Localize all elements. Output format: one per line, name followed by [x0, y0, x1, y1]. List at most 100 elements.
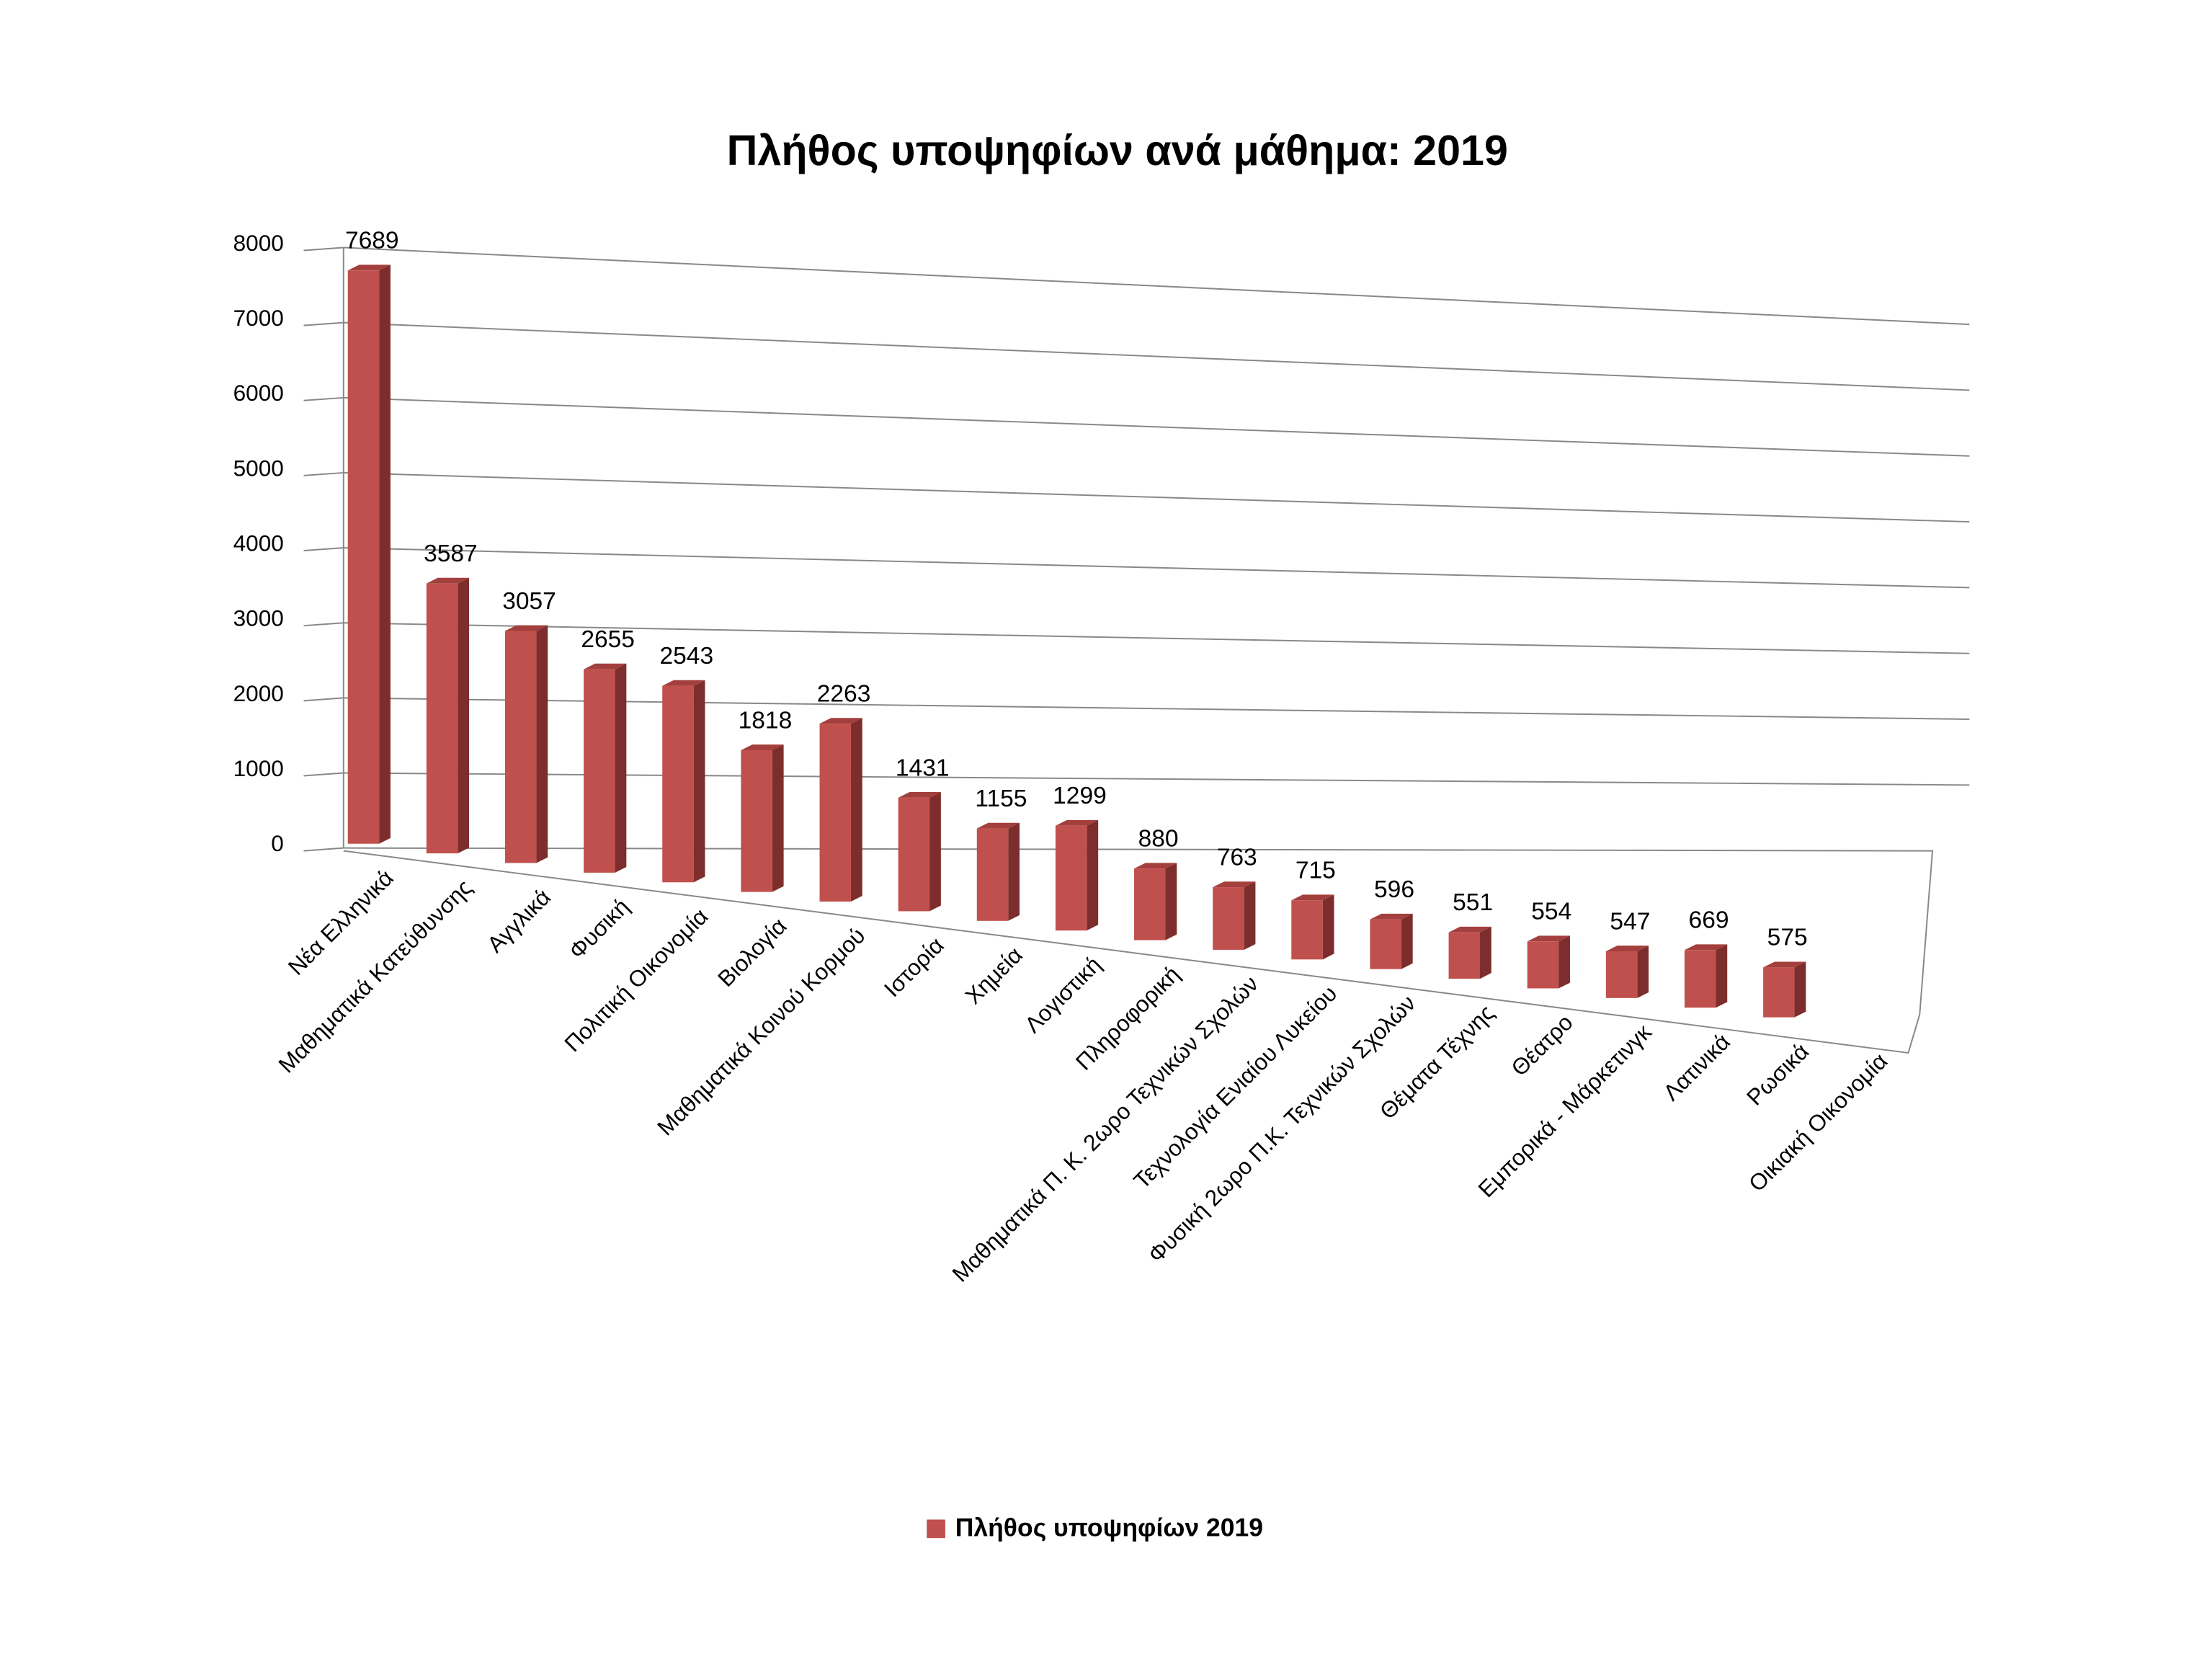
- bar-top: [426, 577, 470, 584]
- chart-title: Πλήθος υποψηφίων ανά μάθημα: 2019: [727, 126, 1508, 174]
- bar-side: [929, 792, 941, 912]
- value-label: 7689: [345, 228, 399, 254]
- bar-side: [1794, 961, 1806, 1018]
- value-label: 575: [1767, 925, 1808, 951]
- value-label: 554: [1531, 899, 1571, 925]
- bar-front: [426, 583, 458, 854]
- legend-swatch: [927, 1519, 945, 1539]
- grid-line: [343, 547, 1970, 589]
- bar-top: [504, 625, 548, 631]
- bar-side: [458, 577, 470, 854]
- bar-top: [1763, 961, 1806, 968]
- bar-top: [584, 663, 627, 670]
- bar-side: [850, 718, 862, 902]
- value-label: 763: [1217, 844, 1257, 871]
- bar-side: [772, 744, 784, 892]
- bar: [976, 822, 1020, 921]
- bar: [1213, 881, 1256, 950]
- bar-top: [1055, 819, 1099, 826]
- value-label: 2543: [659, 643, 713, 670]
- value-label: 2263: [817, 680, 871, 707]
- x-tick-label: Λατινικά: [1658, 1028, 1735, 1106]
- bar: [1134, 863, 1177, 940]
- y-tick-label: 0: [271, 830, 284, 856]
- bar-top: [347, 264, 391, 271]
- bar-side: [693, 680, 705, 883]
- bar: [898, 792, 941, 912]
- y-tick-label: 5000: [233, 455, 284, 481]
- bar-front: [898, 797, 930, 912]
- bar-side: [536, 625, 548, 863]
- value-label: 3587: [424, 541, 478, 567]
- bar: [426, 577, 470, 854]
- bar-side: [379, 264, 391, 844]
- bar: [1291, 894, 1334, 960]
- y-tick-label: 1000: [233, 755, 284, 781]
- value-label: 1431: [896, 755, 950, 781]
- bar-front: [1055, 825, 1087, 931]
- bar-top: [1527, 935, 1570, 942]
- bar: [1684, 944, 1728, 1008]
- y-tick-label: 6000: [233, 380, 284, 406]
- grid-line: [343, 321, 1970, 391]
- tick-mark: [303, 471, 344, 476]
- bar: [741, 744, 784, 892]
- value-label: 551: [1453, 889, 1493, 916]
- legend-label: Πλήθος υποψηφίων 2019: [955, 1513, 1263, 1542]
- grid-line: [343, 471, 1970, 523]
- y-tick-label: 4000: [233, 530, 284, 556]
- bar-top: [819, 718, 862, 724]
- bar: [662, 680, 705, 883]
- value-label: 547: [1610, 908, 1650, 935]
- bar-side: [1401, 913, 1413, 969]
- bar-side: [1558, 935, 1570, 989]
- value-label: 2655: [581, 626, 635, 653]
- bar-top: [741, 744, 784, 750]
- bar-top: [1448, 926, 1491, 933]
- floor: [343, 847, 1934, 1054]
- x-tick-label: Λογιστική: [1020, 951, 1106, 1038]
- value-label: 596: [1374, 876, 1414, 903]
- bar-side: [1716, 944, 1728, 1008]
- y-tick-label: 8000: [233, 230, 284, 256]
- bar: [584, 663, 627, 873]
- bar: [1527, 935, 1570, 989]
- bar-top: [976, 822, 1020, 829]
- tick-mark: [303, 697, 344, 702]
- value-label: 1299: [1053, 783, 1107, 809]
- tick-mark: [303, 246, 344, 252]
- bar-front: [1763, 967, 1795, 1018]
- bar-side: [1008, 822, 1020, 921]
- value-label: 669: [1689, 907, 1729, 934]
- y-tick-label: 2000: [233, 680, 284, 706]
- bar-top: [1684, 944, 1728, 951]
- y-tick-label: 3000: [233, 605, 284, 631]
- bar-top: [1213, 881, 1256, 888]
- x-tick-label: Ρωσικά: [1741, 1038, 1814, 1110]
- bar-top: [662, 680, 705, 686]
- bar: [1055, 819, 1099, 931]
- bar-top: [1291, 894, 1334, 901]
- x-tick-label: Φυσική: [563, 894, 634, 964]
- bar-side: [1637, 946, 1649, 998]
- tick-mark: [303, 396, 344, 401]
- grid-line: [343, 622, 1970, 654]
- bar-top: [1134, 863, 1177, 869]
- bar-front: [347, 270, 380, 844]
- bar-side: [1165, 863, 1177, 940]
- bar-front: [741, 750, 772, 892]
- x-tick-label: Βιολογία: [713, 912, 792, 992]
- x-tick-label: Εμπορικά - Μάρκετινγκ: [1473, 1019, 1656, 1203]
- tick-mark: [303, 772, 344, 777]
- x-tick-label: Μαθηματικά Π. Κ. 2ωρο Τεχνικών Σχολών: [947, 971, 1263, 1287]
- bar: [819, 718, 862, 902]
- bar-side: [615, 663, 627, 873]
- bar-top: [1605, 946, 1649, 951]
- x-tick-label: Χημεία: [960, 942, 1027, 1009]
- value-label: 715: [1295, 858, 1336, 884]
- tick-mark: [303, 622, 344, 627]
- y-tick-label: 7000: [233, 305, 284, 331]
- bar-front: [1213, 887, 1244, 950]
- bar-side: [1480, 926, 1491, 979]
